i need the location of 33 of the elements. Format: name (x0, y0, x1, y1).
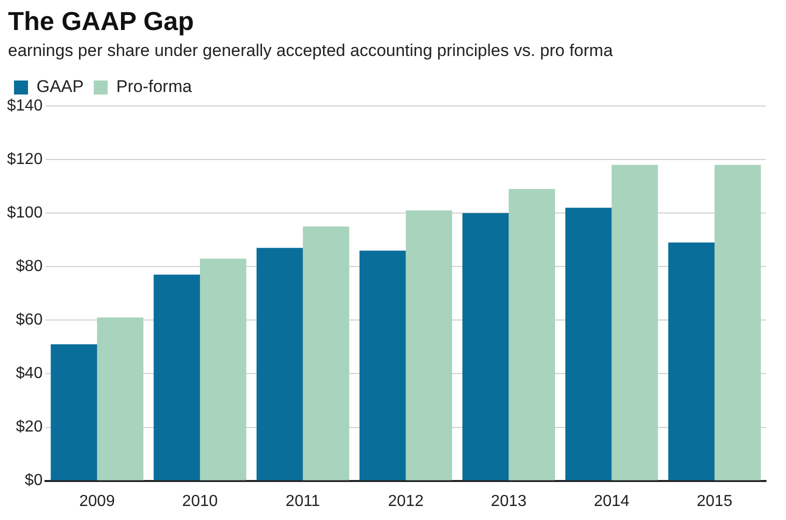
y-tick-label: $140 (7, 97, 43, 114)
y-tick-label: $40 (16, 365, 43, 382)
x-tick-label: 2013 (490, 492, 527, 510)
bar (359, 250, 406, 480)
x-tick-label: 2010 (182, 492, 218, 510)
bar (668, 242, 715, 480)
bar (508, 188, 556, 480)
bar (406, 210, 452, 480)
y-tick-label: $80 (16, 258, 43, 276)
chart-subtitle: earnings per share under generally accepted accounting principles vs. pro forma (8, 41, 614, 61)
y-tick-label: $120 (7, 150, 43, 168)
bar (97, 317, 144, 480)
x-tick-label: 2011 (286, 492, 320, 510)
bar (565, 208, 612, 480)
x-tick-label: 2012 (388, 492, 424, 510)
bar (612, 164, 658, 480)
bar (256, 248, 303, 480)
bar (50, 344, 98, 480)
bar (200, 258, 246, 480)
chart-title: The GAAP Gap (8, 6, 195, 37)
y-tick-label: $20 (16, 418, 43, 436)
y-tick-label: $0 (24, 472, 43, 490)
legend-label: Pro-forma (116, 77, 192, 96)
bar (714, 164, 761, 480)
y-tick-label: $100 (7, 204, 43, 222)
x-tick-label: 2015 (696, 492, 732, 510)
legend-label: GAAP (36, 77, 84, 96)
x-tick-label: 2014 (594, 492, 630, 510)
bar (302, 226, 350, 480)
bar (462, 213, 509, 480)
y-tick-label: $60 (16, 312, 43, 329)
bar (154, 274, 200, 480)
x-tick-label: 2009 (79, 492, 115, 510)
